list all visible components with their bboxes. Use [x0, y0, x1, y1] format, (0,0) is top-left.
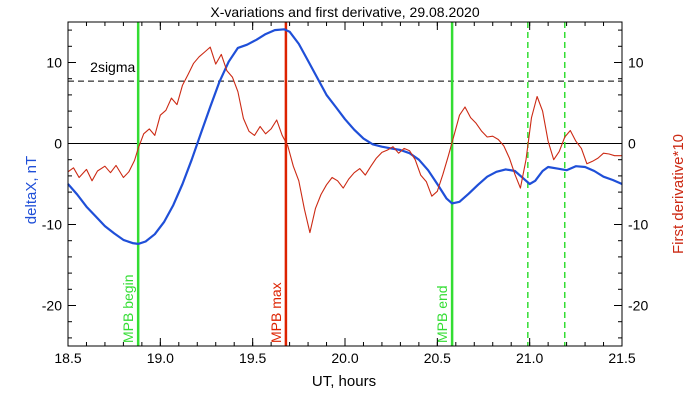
- y-tick-label-right: -10: [628, 217, 648, 233]
- y-tick-label-left: 0: [54, 136, 62, 152]
- y-axis-label-right: First derivative*10: [670, 134, 687, 254]
- x-tick-label: 19.0: [147, 350, 174, 366]
- x-tick-label: 18.5: [54, 350, 81, 366]
- y-tick-label-left: -10: [42, 217, 62, 233]
- marker-label-1: MPB max: [268, 282, 284, 343]
- x-tick-label: 19.5: [239, 350, 266, 366]
- y-tick-label-right: 0: [628, 136, 636, 152]
- x-tick-label: 21.5: [608, 350, 635, 366]
- marker-label-2: MPB end: [434, 285, 450, 343]
- y-tick-label-left: -20: [42, 298, 62, 314]
- x-tick-label: 21.0: [516, 350, 543, 366]
- y-tick-label-right: 10: [628, 55, 644, 71]
- chart-title: X-variations and first derivative, 29.08…: [210, 4, 479, 20]
- marker-label-0: MPB begin: [120, 275, 136, 343]
- plot-area: 2sigma MPB begin MPB max MPB end 18.5 19.0 19.…: [42, 21, 648, 366]
- y-tick-label-right: -20: [628, 298, 648, 314]
- series-line-derivative: [67, 46, 622, 234]
- x-tick-label: 20.0: [331, 350, 358, 366]
- y-axis-label-left: deltaX, nT: [23, 156, 40, 224]
- x-axis-label: UT, hours: [312, 373, 376, 390]
- x-tick-label: 20.5: [424, 350, 451, 366]
- series-line-deltaX: [67, 28, 623, 245]
- threshold-label: 2sigma: [90, 59, 135, 75]
- y-tick-label-left: 10: [46, 55, 62, 71]
